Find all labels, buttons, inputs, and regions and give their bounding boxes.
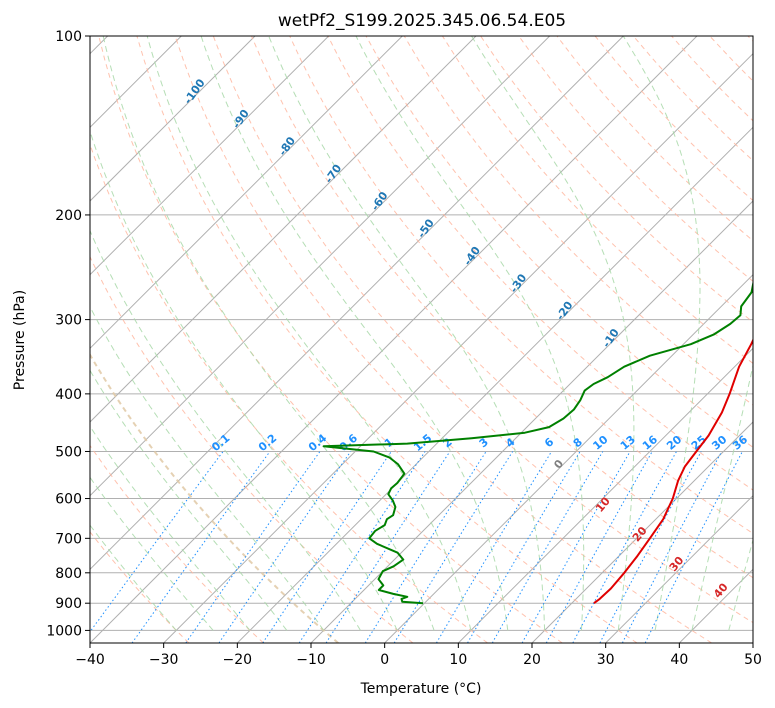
moist-adiabat-line bbox=[90, 524, 177, 631]
x-tick-label: 50 bbox=[744, 652, 762, 668]
y-tick-label: 400 bbox=[55, 387, 82, 403]
profiles bbox=[322, 279, 753, 605]
dry-adiabat-line bbox=[90, 255, 414, 643]
x-tick-label: 30 bbox=[597, 652, 615, 668]
mixing-ratio-line bbox=[90, 451, 224, 633]
moist-adiabat-line bbox=[691, 363, 753, 631]
isotherm-line bbox=[90, 36, 477, 423]
dry-adiabat-line bbox=[136, 36, 638, 643]
x-axis-label: Temperature (°C) bbox=[360, 681, 482, 697]
dry-adiabat-line bbox=[90, 143, 488, 643]
x-tick-label: −40 bbox=[75, 652, 105, 668]
dewpoint-profile-line bbox=[322, 279, 753, 605]
x-axis-ticks: −40 −30 −20 −10 0 10 20 30 40 50 bbox=[75, 643, 762, 668]
y-tick-label: 1000 bbox=[46, 623, 82, 639]
x-tick-label: 0 bbox=[380, 652, 389, 668]
mixing-ratio-line bbox=[364, 451, 487, 643]
y-axis-label: Pressure (hPa) bbox=[12, 290, 28, 390]
x-tick-label: 10 bbox=[449, 652, 467, 668]
moist-adiabat-line bbox=[622, 36, 701, 631]
moist-adiabat-line bbox=[90, 229, 361, 631]
isotherm-line bbox=[605, 494, 753, 643]
dry-adiabat-line bbox=[90, 444, 264, 643]
dry-adiabat-line bbox=[289, 36, 753, 535]
dry-adiabat-line bbox=[403, 36, 753, 406]
mixing-ratio-line bbox=[435, 451, 552, 643]
y-tick-label: 500 bbox=[55, 444, 82, 460]
y-tick-label: 700 bbox=[55, 531, 82, 547]
moist-adiabat-line bbox=[268, 36, 546, 631]
plot-frame bbox=[89, 35, 754, 644]
y-axis-ticks: 100 200 300 400 500 600 700 800 900 1000 bbox=[46, 29, 90, 639]
mixing-ratio-line bbox=[298, 451, 426, 643]
x-tick-label: −20 bbox=[223, 652, 253, 668]
isotherm-line bbox=[531, 421, 753, 643]
dry-adiabat-line bbox=[90, 352, 339, 643]
dry-adiabat-line bbox=[90, 531, 190, 643]
background-lines bbox=[90, 36, 753, 643]
dry-adiabat-line bbox=[441, 36, 753, 364]
isotherm-line bbox=[90, 36, 698, 643]
dry-adiabat-line bbox=[212, 36, 753, 624]
isotherm-line bbox=[90, 36, 624, 571]
isotherm-line bbox=[90, 36, 330, 276]
y-tick-label: 300 bbox=[55, 313, 82, 329]
y-tick-label: 900 bbox=[55, 596, 82, 612]
dry-adiabat-line bbox=[174, 36, 712, 643]
moist-adiabat-line bbox=[728, 538, 753, 631]
y-tick-label: 200 bbox=[55, 208, 82, 224]
dry-adiabat-line bbox=[98, 36, 563, 643]
moist-adiabat-line bbox=[471, 36, 635, 631]
isotherm-line bbox=[457, 347, 753, 643]
isotherm-line bbox=[310, 200, 753, 643]
moist-adiabat-line bbox=[90, 129, 398, 631]
moist-adiabat-line bbox=[102, 36, 435, 631]
isotherm-line bbox=[236, 126, 753, 643]
isotherm-line bbox=[90, 36, 551, 497]
mixing-ratio-line bbox=[262, 451, 392, 643]
isotherm-line bbox=[90, 36, 403, 350]
mixing-ratio-line bbox=[218, 451, 352, 643]
isotherm-line bbox=[90, 36, 256, 202]
chart-title: wetPf2_S199.2025.345.06.54.E05 bbox=[278, 11, 566, 31]
y-tick-label: 100 bbox=[55, 29, 82, 45]
mixing-ratio-line bbox=[545, 451, 653, 643]
moist-adiabat-line bbox=[200, 36, 509, 631]
moist-adiabat-line bbox=[90, 476, 214, 631]
moist-adiabat-line bbox=[90, 425, 251, 631]
moist-adiabat-line bbox=[90, 305, 325, 631]
y-tick-label: 600 bbox=[55, 492, 82, 508]
dry-adiabat-line bbox=[251, 36, 753, 579]
mixing-ratio-line bbox=[325, 451, 451, 643]
moist-adiabat-line bbox=[90, 369, 288, 631]
x-tick-label: −30 bbox=[149, 652, 179, 668]
x-tick-label: 40 bbox=[670, 652, 688, 668]
temperature-profile-line bbox=[593, 337, 753, 605]
mixing-ratio-line bbox=[572, 451, 677, 643]
isotherm-line bbox=[163, 52, 753, 643]
mixing-ratio-line bbox=[599, 451, 702, 643]
isotherm-line bbox=[384, 273, 753, 643]
mixing-ratio-line bbox=[131, 451, 271, 643]
moist-adiabat-line bbox=[146, 36, 472, 631]
x-tick-label: 20 bbox=[523, 652, 541, 668]
y-tick-label: 800 bbox=[55, 566, 82, 582]
mixing-ratio-line bbox=[185, 451, 321, 643]
x-tick-label: −10 bbox=[296, 652, 326, 668]
moist-adiabat-line bbox=[355, 36, 585, 631]
